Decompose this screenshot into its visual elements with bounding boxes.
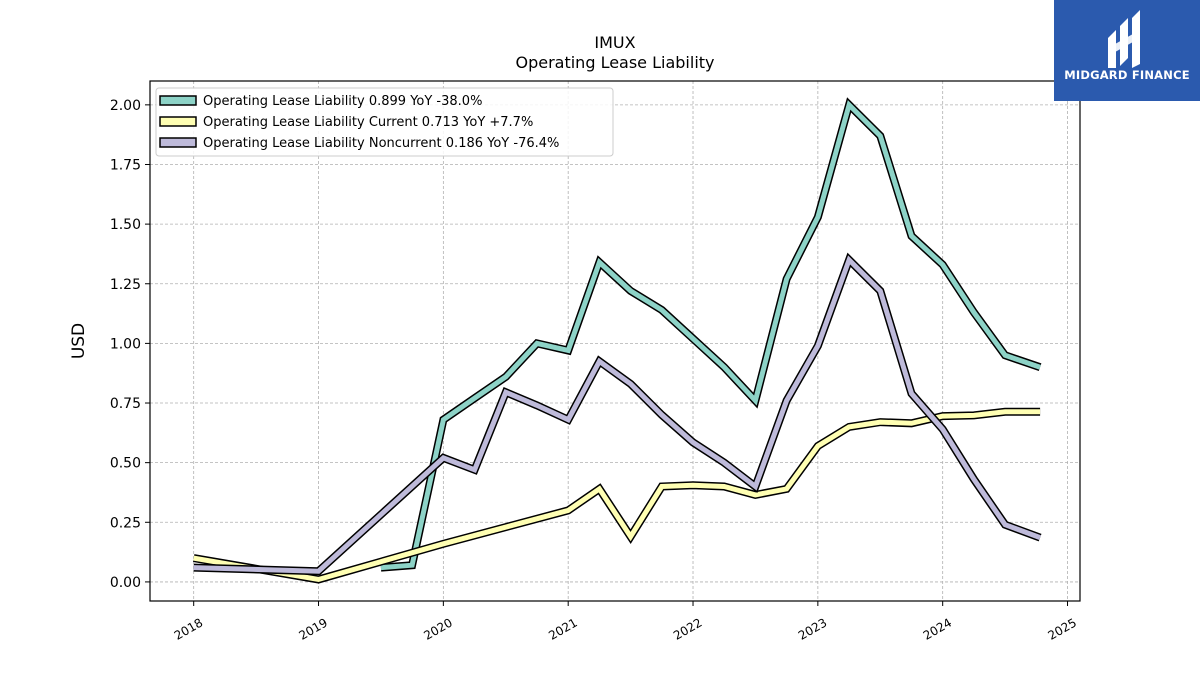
series-1 [380,97,1042,572]
y-tick-label: 1.25 [110,277,141,293]
x-tick-label: 2023 [796,615,829,642]
y-axis-label: USD [69,323,89,359]
y-tick-label: 0.00 [110,575,141,591]
x-tick-label: 2022 [671,615,704,642]
series-line [193,409,1041,583]
x-axis: 2018 2019 2020 2021 2022 2023 2024 2025 [172,601,1079,643]
x-tick-label: 2025 [1046,615,1079,642]
grid [150,81,1080,601]
logo-text: MIDGARD FINANCE [1064,68,1190,82]
legend-swatch [159,116,197,127]
y-tick-label: 1.75 [110,157,141,173]
series-layer [193,97,1042,584]
x-tick-label: 2019 [297,615,330,642]
x-tick-label: 2018 [172,615,205,642]
y-tick-label: 0.50 [110,456,141,472]
series-2 [193,407,1041,584]
legend-label: Operating Lease Liability Noncurrent 0.1… [203,136,559,151]
series-line [380,100,1041,571]
legend-swatch [159,137,197,148]
series-line-outline [193,407,1041,584]
legend-label: Operating Lease Liability Current 0.713 … [203,115,533,130]
y-tick-label: 0.75 [110,396,141,412]
series-line [193,255,1041,574]
legend-swatch [159,95,197,106]
midgard-finance-logo: MIDGARD FINANCE [1054,0,1200,101]
series-line-outline [193,252,1042,576]
series-3 [193,252,1042,576]
y-tick-label: 1.00 [110,336,141,352]
x-tick-label: 2021 [546,615,579,642]
midgard-logo-mark-icon [1108,10,1140,68]
y-tick-label: 1.50 [110,217,141,233]
legend: Operating Lease Liability 0.899 YoY -38.… [155,87,614,157]
plot-frame [149,80,1081,602]
y-axis: 0.00 0.25 0.50 0.75 1.00 1.25 1.50 1.75 2.00 [110,98,150,591]
chart-subtitle: Operating Lease Liability [515,53,714,72]
legend-label: Operating Lease Liability 0.899 YoY -38.… [203,94,482,109]
series-line-outline [380,97,1042,572]
x-tick-label: 2024 [921,615,954,642]
y-tick-label: 2.00 [110,98,141,114]
chart-title: IMUX [594,33,635,52]
legend-box [155,87,614,157]
y-tick-label: 0.25 [110,515,141,531]
x-tick-label: 2020 [421,615,454,642]
